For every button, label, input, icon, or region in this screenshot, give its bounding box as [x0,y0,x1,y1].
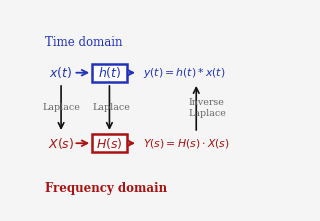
Text: Frequency domain: Frequency domain [45,182,167,195]
Text: Laplace: Laplace [43,103,80,112]
Bar [92,64,127,82]
Text: $x(t)$: $x(t)$ [49,65,73,80]
Bar [92,134,127,152]
Text: Laplace: Laplace [92,103,130,112]
Text: $H(s)$: $H(s)$ [96,136,123,151]
Text: Time domain: Time domain [45,36,123,49]
Text: $X(s)$: $X(s)$ [48,136,74,151]
Text: $Y(s) = H(s) \cdot X(s)$: $Y(s) = H(s) \cdot X(s)$ [143,137,230,150]
Text: $h(t)$: $h(t)$ [98,65,121,80]
Text: $y(t) = h(t) * x(t)$: $y(t) = h(t) * x(t)$ [143,66,225,80]
Text: Inverse
Laplace: Inverse Laplace [189,98,227,118]
